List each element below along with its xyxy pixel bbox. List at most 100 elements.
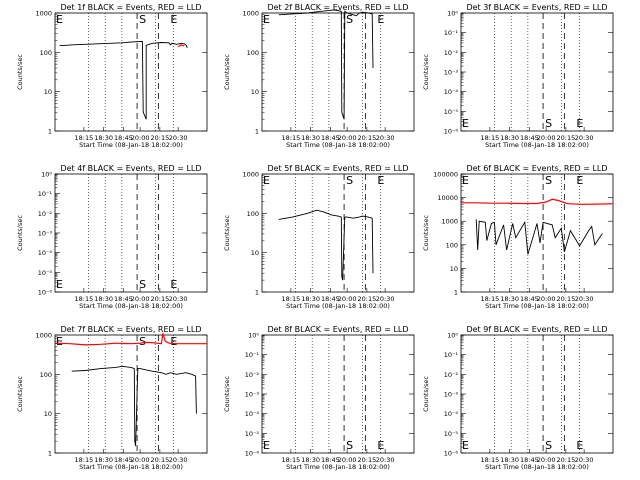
panel-det-4f: Det 4f BLACK = Events, RED = LLD 10⁻⁶ 10⁻⁵…: [16, 164, 208, 310]
series-lld-line: [461, 198, 614, 205]
x-tick-label: 20:15: [557, 456, 576, 464]
panel-det-2f: Det 2f BLACK = Events, RED = LLD 1 10 100 10…: [223, 3, 415, 149]
end-marker-label: E: [263, 439, 270, 452]
start-marker-label: S: [545, 117, 552, 130]
y-axis-label: Counts/sec: [223, 215, 231, 251]
end-marker-label: E: [576, 117, 583, 130]
y-tick-label: 10⁻³: [245, 391, 260, 399]
x-tick-label: 18:30: [94, 456, 113, 464]
plot-frame: [54, 173, 208, 293]
x-tick-label: 18:15: [282, 134, 301, 142]
x-tick-label: 20:30: [376, 295, 395, 303]
y-tick-label: 10⁻³: [444, 69, 459, 77]
x-tick-label: 18:45: [321, 134, 340, 142]
x-tick-label: 20:15: [557, 134, 576, 142]
start-marker-label: S: [139, 278, 146, 291]
y-tick-label: 1000: [242, 10, 259, 18]
x-tick-label: 20:30: [169, 456, 188, 464]
y-tick-label: 10⁰: [447, 10, 458, 18]
y-tick-label: 10⁻⁴: [245, 410, 260, 418]
x-tick-label: 18:45: [520, 456, 539, 464]
series-events-line: [278, 209, 374, 281]
x-axis-label: Start Time (08-Jan-18 18:02:00): [79, 302, 183, 310]
x-tick-label: 20:30: [575, 134, 594, 142]
y-tick-label: 10⁻⁴: [444, 410, 459, 418]
x-tick-label: 18:45: [114, 295, 133, 303]
panel-title: Det 1f BLACK = Events, RED = LLD: [60, 3, 201, 12]
y-tick-label: 100: [40, 371, 52, 379]
panel-title: Det 2f BLACK = Events, RED = LLD: [267, 3, 408, 12]
y-tick-label: 10: [44, 88, 52, 96]
y-tick-label: 100: [40, 49, 52, 57]
y-tick-label: 10⁻⁵: [38, 269, 53, 277]
y-tick-label: 10⁻⁵: [444, 430, 459, 438]
series-events-line: [278, 9, 374, 120]
x-tick-label: 18:30: [301, 456, 320, 464]
y-tick-label: 1: [454, 289, 458, 297]
y-axis-label: Counts/sec: [16, 215, 24, 251]
y-tick-label: 10⁻¹: [444, 29, 459, 37]
panel-det-5f: Det 5f BLACK = Events, RED = LLD 1 10 100 10…: [223, 164, 415, 310]
y-tick-label: 10⁻⁶: [444, 450, 459, 458]
x-tick-label: 18:15: [75, 456, 94, 464]
plot-frame: [54, 12, 208, 132]
y-tick-label: 10⁰: [248, 332, 259, 340]
plot-frame: [261, 173, 415, 293]
x-tick-label: 20:00: [131, 456, 150, 464]
y-tick-label: 10⁰: [41, 171, 52, 179]
panel-title: Det 7f BLACK = Events, RED = LLD: [60, 325, 201, 334]
x-tick-label: 18:30: [94, 295, 113, 303]
x-tick-label: 18:15: [75, 134, 94, 142]
x-axis-label: Start Time (08-Jan-18 18:02:00): [79, 141, 183, 149]
y-tick-label: 10⁻²: [444, 49, 459, 57]
start-marker-label: S: [346, 439, 353, 452]
x-tick-label: 20:30: [169, 134, 188, 142]
x-tick-label: 18:30: [301, 295, 320, 303]
panel-det-6f: Det 6f BLACK = Events, RED = LLD 1 10 100 10…: [422, 164, 614, 310]
x-axis-label: Start Time (08-Jan-18 18:02:00): [485, 463, 589, 471]
y-tick-label: 10⁻⁴: [38, 249, 53, 257]
x-tick-label: 18:45: [520, 134, 539, 142]
end-marker-label: E: [56, 278, 63, 291]
x-tick-label: 18:30: [500, 134, 519, 142]
panel-title: Det 9f BLACK = Events, RED = LLD: [466, 325, 607, 334]
series-lld-line: [54, 333, 207, 346]
x-axis-label: Start Time (08-Jan-18 18:02:00): [286, 302, 390, 310]
y-tick-label: 100: [247, 210, 259, 218]
end-marker-label: E: [263, 174, 270, 187]
x-tick-label: 20:00: [131, 295, 150, 303]
y-tick-label: 1: [48, 128, 52, 136]
y-tick-label: 10⁻⁶: [38, 289, 53, 297]
y-tick-label: 1: [255, 128, 259, 136]
y-axis-label: Counts/sec: [16, 376, 24, 412]
x-tick-label: 20:30: [169, 295, 188, 303]
x-axis-label: Start Time (08-Jan-18 18:02:00): [485, 302, 589, 310]
x-tick-label: 18:45: [321, 295, 340, 303]
y-axis-label: Counts/sec: [422, 54, 430, 90]
panel-det-7f: Det 7f BLACK = Events, RED = LLD 1 10 100 10…: [16, 325, 208, 471]
y-tick-label: 10⁻⁶: [444, 128, 459, 136]
y-tick-label: 10⁻⁴: [444, 88, 459, 96]
x-tick-label: 18:30: [94, 134, 113, 142]
y-tick-label: 10000: [437, 194, 458, 202]
x-tick-label: 18:45: [114, 134, 133, 142]
plot-frame: [460, 12, 614, 132]
x-tick-label: 20:00: [338, 134, 357, 142]
panel-title: Det 4f BLACK = Events, RED = LLD: [60, 164, 201, 173]
x-tick-label: 18:15: [481, 134, 500, 142]
panel-det-8f: Det 8f BLACK = Events, RED = LLD 10⁻⁶ 10⁻⁵…: [223, 325, 415, 471]
y-tick-label: 10⁻¹: [444, 351, 459, 359]
x-tick-label: 20:00: [131, 134, 150, 142]
y-tick-label: 1: [48, 450, 52, 458]
start-marker-label: S: [545, 439, 552, 452]
end-marker-label: E: [576, 439, 583, 452]
x-tick-label: 20:30: [575, 456, 594, 464]
y-tick-label: 10⁻⁵: [245, 430, 260, 438]
y-axis-label: Counts/sec: [422, 215, 430, 251]
x-tick-label: 20:30: [376, 134, 395, 142]
end-marker-label: E: [377, 174, 384, 187]
x-tick-label: 18:30: [301, 134, 320, 142]
x-tick-label: 20:00: [338, 456, 357, 464]
plot-frame: [261, 334, 415, 454]
